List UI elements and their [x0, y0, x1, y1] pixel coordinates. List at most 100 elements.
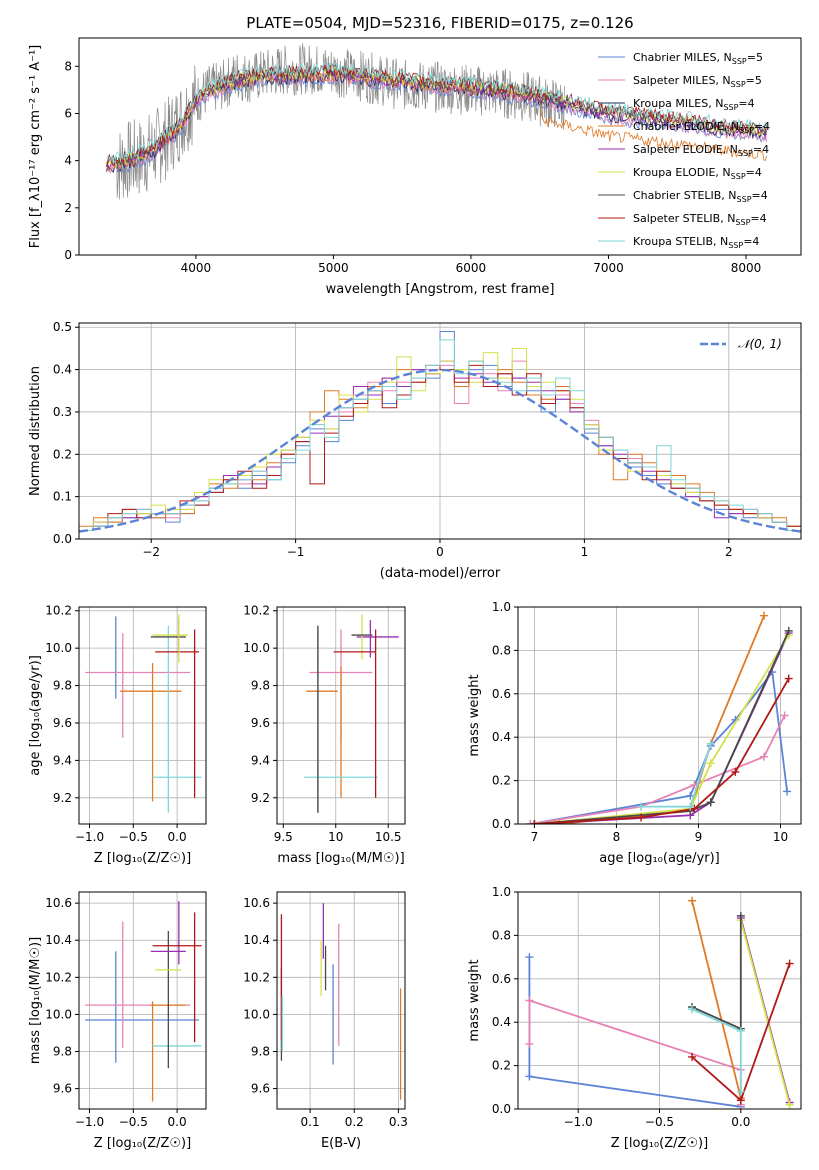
- y-tick-label: 0.2: [492, 1059, 511, 1073]
- legend-entry: Kroupa MILES, NSSP=4: [633, 97, 755, 112]
- y-axis-label: mass weight: [467, 674, 482, 756]
- histogram-step: [79, 339, 801, 531]
- point-marker: [525, 996, 534, 1005]
- y-tick-label: 0.8: [492, 643, 511, 657]
- y-tick-label: 0.6: [492, 687, 511, 701]
- legend-entry: Salpeter STELIB, NSSP=4: [633, 212, 767, 227]
- legend-text: =4: [753, 143, 769, 156]
- plot-content: [304, 614, 399, 813]
- legend-text: =4: [750, 212, 766, 225]
- legend-subscript: SSP: [731, 80, 746, 89]
- y-tick-label: 10.0: [243, 641, 270, 655]
- x-tick-label: 9: [695, 830, 703, 844]
- y-tick-label: 6: [64, 106, 72, 120]
- axes-frame: [276, 891, 406, 1110]
- y-tick-label: 9.6: [251, 1082, 270, 1096]
- weight-line: [530, 669, 788, 824]
- x-tick-label: 0.0: [168, 1115, 187, 1129]
- weight-line: [534, 630, 790, 824]
- y-tick-label: 9.2: [53, 791, 72, 805]
- point-marker: [736, 911, 745, 920]
- legend-subscript: SSP: [738, 149, 753, 158]
- point-marker: [526, 820, 535, 824]
- y-axis-label: Normed distribution: [28, 366, 43, 496]
- x-tick-label: 1: [581, 545, 589, 559]
- y-tick-label: 10.0: [45, 1007, 72, 1021]
- y-tick-label: 0.0: [53, 532, 72, 546]
- legend-text: Kroupa MILES, N: [633, 97, 723, 110]
- legend-text: Chabrier STELIB, N: [633, 189, 737, 202]
- legend-entry: 𝒩(0, 1): [738, 337, 782, 351]
- x-axis-label: age [log₁₀(age/yr)]: [599, 851, 720, 866]
- legend-text: Salpeter ELODIE, N: [633, 143, 738, 156]
- y-axis-label: mass weight: [467, 959, 482, 1041]
- y-tick-label: 9.6: [53, 1082, 72, 1096]
- figure-title: PLATE=0504, MJD=52316, FIBERID=0175, z=0…: [246, 14, 633, 32]
- legend-text: =5: [747, 51, 763, 64]
- legend-subscript: SSP: [739, 126, 754, 135]
- y-tick-label: 0.1: [53, 490, 72, 504]
- point-marker: [688, 1052, 697, 1061]
- axes-frame: [78, 37, 802, 256]
- point-marker: [637, 802, 646, 811]
- y-tick-label: 9.8: [53, 1045, 72, 1059]
- y-tick-label: 10.2: [243, 970, 270, 984]
- x-axis-label: Z [log₁₀(Z/Z☉)]: [611, 1136, 708, 1151]
- point-marker: [780, 711, 789, 720]
- x-tick-label: 7: [531, 830, 539, 844]
- y-tick-label: 10.4: [45, 933, 72, 947]
- point-marker: [783, 787, 792, 796]
- legend-text: =5: [746, 74, 762, 87]
- y-tick-label: 0.6: [492, 972, 511, 986]
- x-tick-label: 4000: [181, 261, 212, 275]
- legend-text: =4: [752, 189, 768, 202]
- x-tick-label: 8: [613, 830, 621, 844]
- y-tick-label: 9.4: [251, 753, 270, 767]
- x-axis-label: Z [log₁₀(Z/Z☉)]: [94, 1136, 191, 1151]
- legend-subscript: SSP: [723, 103, 738, 112]
- legend-text: Kroupa STELIB, N: [633, 235, 728, 248]
- y-tick-label: 10.0: [243, 1007, 270, 1021]
- y-tick-label: 9.6: [53, 716, 72, 730]
- point-marker: [736, 1026, 745, 1035]
- plot-content: [85, 614, 202, 813]
- legend-text: =4: [746, 166, 762, 179]
- point-marker: [690, 804, 699, 813]
- plot-content: [526, 611, 793, 824]
- point-marker: [525, 1039, 534, 1048]
- y-tick-label: 1.0: [492, 600, 511, 614]
- plot-content: [525, 896, 794, 1109]
- model-spectrum-line: [106, 62, 767, 167]
- panel-residuals: −2 −1 0 1 2 0.0 0.1 0.2 0.3 0.4 0.5 (data-model)/er…: [28, 320, 802, 581]
- x-tick-label: 0.1: [301, 1115, 320, 1129]
- point-marker: [784, 674, 793, 683]
- weight-line: [641, 743, 712, 808]
- point-marker: [785, 959, 794, 968]
- x-tick-label: 8000: [731, 261, 762, 275]
- plot-area: 4000 5000 6000 7000 8000 0 2 4 6 8 wavelength [Ang…: [28, 37, 802, 1151]
- point-marker: [736, 1096, 745, 1105]
- y-tick-label: 0.4: [53, 363, 72, 377]
- gaussian-curve: [79, 368, 801, 533]
- legend-subscript: SSP: [731, 172, 746, 181]
- x-axis-label: wavelength [Angstrom, rest frame]: [326, 282, 555, 297]
- y-tick-label: 10.2: [45, 604, 72, 618]
- x-tick-label: −1.0: [75, 1115, 104, 1129]
- point-marker: [760, 752, 769, 761]
- legend-text: =4: [738, 97, 754, 110]
- legend-entry: Chabrier ELODIE, NSSP=4: [633, 120, 770, 135]
- x-tick-label: 0.0: [168, 830, 187, 844]
- weight-line: [739, 919, 791, 1105]
- y-tick-label: 10.6: [243, 896, 270, 910]
- point-marker: [637, 813, 646, 822]
- x-tick-label: −0.5: [119, 1115, 148, 1129]
- y-tick-label: 10.6: [45, 896, 72, 910]
- y-tick-label: 2: [64, 201, 72, 215]
- y-tick-label: 0.5: [53, 320, 72, 334]
- panel-z_vs_age: −1.0 −0.5 0.0 9.2 9.4 9.6 9.8 10.0 10.2 Z [log₁₀(…: [28, 604, 207, 866]
- legend-subscript: SSP: [732, 57, 747, 66]
- point-marker: [760, 611, 769, 620]
- x-axis-label: mass [log₁₀(M/M☉)]: [277, 851, 404, 866]
- x-tick-label: 10: [328, 830, 343, 844]
